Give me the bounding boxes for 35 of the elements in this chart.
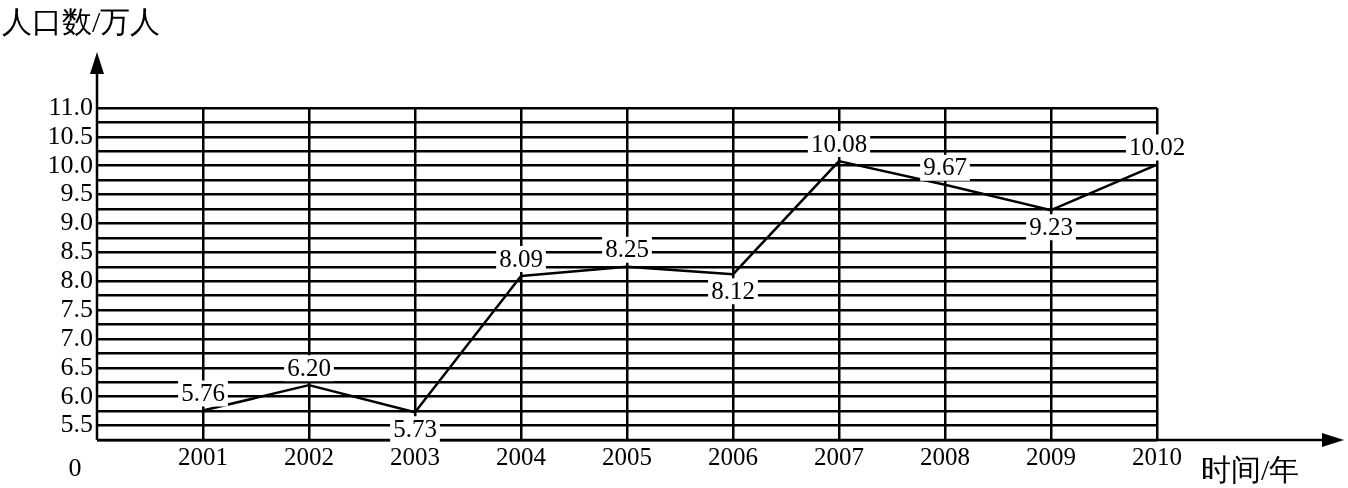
y-tick-label: 8.5 [60, 236, 93, 266]
x-tick-label: 2010 [1132, 442, 1182, 470]
data-label: 10.08 [810, 129, 868, 157]
text: 0 [68, 452, 82, 482]
x-tick-label: 2008 [920, 442, 970, 470]
x-tick-label: 2006 [708, 442, 758, 470]
y-tick-label: 9.5 [60, 178, 93, 208]
y-tick-label: 5.5 [60, 409, 93, 439]
x-tick-label: 2004 [496, 442, 547, 470]
y-tick-label: 10.0 [47, 149, 93, 179]
data-label: 8.09 [499, 244, 543, 272]
x-tick-label: 2001 [178, 442, 228, 470]
y-axis-title: 人口数/万人 [2, 5, 161, 38]
x-tick-label: 2009 [1026, 442, 1076, 470]
x-tick-label: 2007 [814, 442, 864, 470]
y-tick-label: 10.5 [47, 120, 93, 150]
y-tick-label: 11.0 [48, 91, 93, 121]
y-tick-label: 9.0 [60, 207, 93, 237]
y-tick-label: 6.5 [60, 351, 93, 381]
data-label: 8.25 [605, 235, 649, 263]
x-tick-label: 2003 [390, 442, 440, 470]
data-label: 5.73 [393, 414, 437, 442]
data-label: 10.02 [1128, 133, 1186, 161]
y-tick-label: 7.0 [60, 322, 93, 352]
x-tick-label: 2005 [602, 442, 652, 470]
x-axis-title: 时间/年 [1201, 453, 1300, 486]
data-label: 9.67 [923, 153, 967, 181]
data-label: 6.20 [287, 353, 331, 381]
y-tick-label: 7.5 [60, 293, 93, 323]
data-label: 8.12 [711, 276, 755, 304]
data-label: 5.76 [181, 379, 225, 407]
data-label: 9.23 [1029, 212, 1073, 240]
y-tick-label: 8.0 [60, 265, 93, 295]
x-tick-label: 2002 [284, 442, 334, 470]
y-tick-label: 6.0 [60, 380, 93, 410]
